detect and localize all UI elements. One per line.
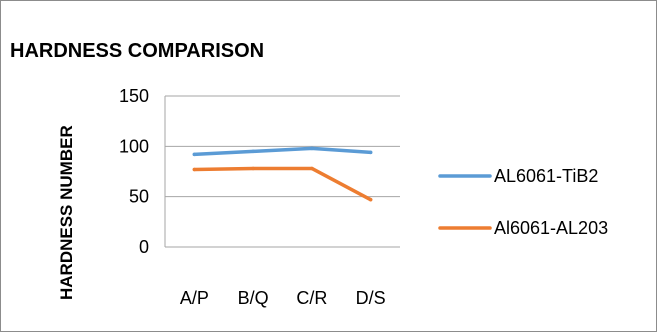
data-point: [251, 166, 255, 171]
series-line-1: [192, 146, 373, 157]
y-tick-label: 150: [119, 86, 149, 106]
data-point: [251, 149, 255, 154]
data-point: [368, 150, 373, 155]
axes: [164, 96, 400, 248]
series-lines: [192, 146, 373, 202]
legend-label-2: Al6061-AL203: [494, 218, 608, 238]
x-tick-label: C/R: [296, 288, 327, 308]
data-point: [192, 152, 197, 157]
y-axis-label: HARDNESS NUMBER: [57, 125, 76, 300]
series-line-2: [192, 166, 373, 202]
x-tick-label: D/S: [356, 288, 386, 308]
x-tick-label: B/Q: [238, 288, 269, 308]
y-tick-label: 0: [139, 237, 149, 257]
legend: AL6061-TiB2 Al6061-AL203: [438, 166, 608, 238]
y-tick-label: 100: [119, 136, 149, 156]
data-point: [310, 146, 314, 151]
data-point: [310, 166, 314, 171]
y-tick-labels: 0 50 100 150: [119, 86, 149, 257]
data-point: [192, 167, 197, 172]
chart-title: HARDNESS COMPARISON: [10, 40, 264, 62]
data-point: [368, 197, 373, 202]
x-tick-label: A/P: [180, 288, 209, 308]
legend-label-1: AL6061-TiB2: [494, 166, 598, 186]
gridlines: [165, 95, 400, 198]
x-tick-labels: A/P B/Q C/R D/S: [180, 288, 386, 308]
y-tick-label: 50: [129, 187, 149, 207]
